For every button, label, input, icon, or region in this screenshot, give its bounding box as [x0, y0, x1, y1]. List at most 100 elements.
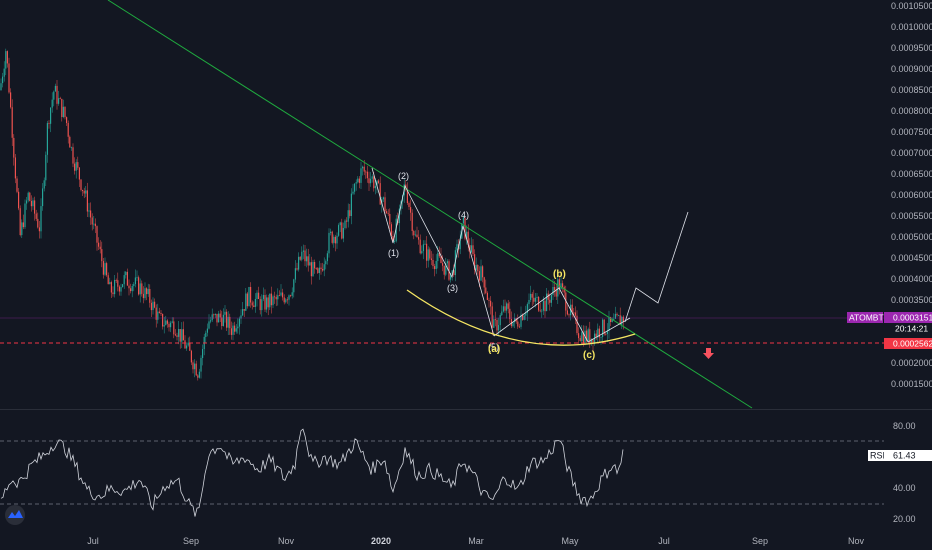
candle-body [464, 217, 466, 239]
candle-body [466, 231, 468, 239]
candle-body [328, 232, 330, 254]
candle-body [219, 313, 221, 318]
candle-body [106, 263, 108, 276]
candle-body [390, 224, 392, 236]
candle-body [618, 315, 620, 317]
candle-body [552, 287, 554, 295]
descending-trendline[interactable] [107, 0, 753, 409]
price-pane[interactable]: (1) (2) (3) (4) (5) (a) (b) (c) [0, 0, 884, 409]
tradingview-logo-icon[interactable] [5, 505, 25, 525]
candle-body [102, 261, 104, 275]
rsi-value-tag [884, 450, 932, 461]
time-tick-label: Sep [752, 536, 768, 546]
candle-body [101, 249, 103, 262]
candle-body [314, 262, 316, 269]
candle-body [330, 231, 332, 233]
candle-body [208, 321, 210, 329]
candle-body [258, 292, 260, 299]
candle-body [594, 333, 596, 344]
candle-body [186, 345, 188, 349]
candle-body [5, 51, 7, 69]
candle-body [69, 136, 71, 148]
rounded-bottom-arc[interactable] [406, 289, 636, 346]
time-tick-label: 2020 [371, 536, 391, 546]
candle-body [493, 319, 495, 328]
candle-body [24, 203, 26, 228]
candle-body [40, 206, 42, 232]
projection-path[interactable] [624, 211, 689, 323]
candle-body [317, 268, 319, 273]
candle-body [42, 188, 44, 207]
candle-body [520, 314, 522, 327]
candle-body [486, 292, 488, 300]
rsi-pane[interactable]: 80.00 40.00 20.00 RSI 61.43 [0, 421, 932, 524]
time-tick-label: Jul [87, 536, 99, 546]
candle-body [578, 333, 580, 339]
candle-body [528, 300, 530, 305]
candle-body [595, 333, 597, 338]
time-tick-label: Jul [658, 536, 670, 546]
candle-body [123, 275, 125, 285]
candle-body [566, 310, 568, 315]
candle-body [206, 328, 208, 333]
candle-body [262, 295, 264, 300]
candle-body [365, 171, 367, 173]
candle-body [333, 236, 335, 243]
candle-body [269, 293, 271, 308]
candle-body [256, 292, 258, 299]
candle-body [117, 280, 119, 287]
candle-body [88, 210, 90, 212]
down-arrow-icon [703, 348, 714, 359]
candle-body [474, 254, 476, 270]
candle-body [331, 231, 333, 243]
candle-body [290, 295, 292, 297]
symbol-label: ATOMBTC [849, 313, 890, 323]
candle-body [56, 85, 58, 104]
candle-body [38, 227, 40, 232]
candle-body [459, 238, 461, 250]
candle-body [586, 330, 588, 341]
time-axis[interactable]: Jul Sep Nov 2020 Mar May Jul Sep Nov [87, 536, 864, 546]
time-tick-label: Nov [278, 536, 295, 546]
candle-body [296, 268, 298, 270]
candle-body [456, 244, 458, 251]
candle-body [32, 200, 34, 207]
candle-body [131, 286, 133, 292]
candle-body [181, 329, 183, 342]
candle-body [512, 322, 514, 327]
candle-body [91, 217, 93, 225]
candle-body [288, 295, 290, 300]
candle-body [392, 236, 394, 242]
candle-body [360, 168, 362, 183]
candle-body [144, 288, 146, 299]
candle-body [413, 231, 415, 236]
elliott-correction-wave[interactable] [493, 287, 631, 343]
candle-body [517, 321, 519, 327]
candle-body [98, 242, 100, 247]
candle-body [374, 185, 376, 189]
candle-body [587, 329, 589, 341]
candle-body [99, 246, 101, 250]
candle-body [602, 319, 604, 337]
candle-body [576, 315, 578, 334]
candle-body [539, 310, 541, 312]
candle-body [272, 296, 274, 306]
candle-body [293, 279, 295, 293]
candle-body [488, 300, 490, 301]
candle-body [264, 295, 266, 310]
candle-body [357, 178, 359, 183]
candle-body [608, 317, 610, 331]
candle-body [502, 306, 504, 312]
candle-body [77, 162, 79, 168]
candle-body [122, 284, 124, 288]
candle-body [266, 297, 268, 310]
candle-body [310, 262, 312, 277]
candle-body [418, 237, 420, 240]
candle-body [0, 83, 2, 90]
price-tick-label: 0.0006000 [891, 190, 932, 200]
candle-body [430, 258, 432, 260]
candle-body [30, 201, 32, 207]
candle-body [86, 190, 88, 212]
elliott-impulse-wave[interactable] [371, 167, 495, 337]
candle-body [542, 300, 544, 311]
